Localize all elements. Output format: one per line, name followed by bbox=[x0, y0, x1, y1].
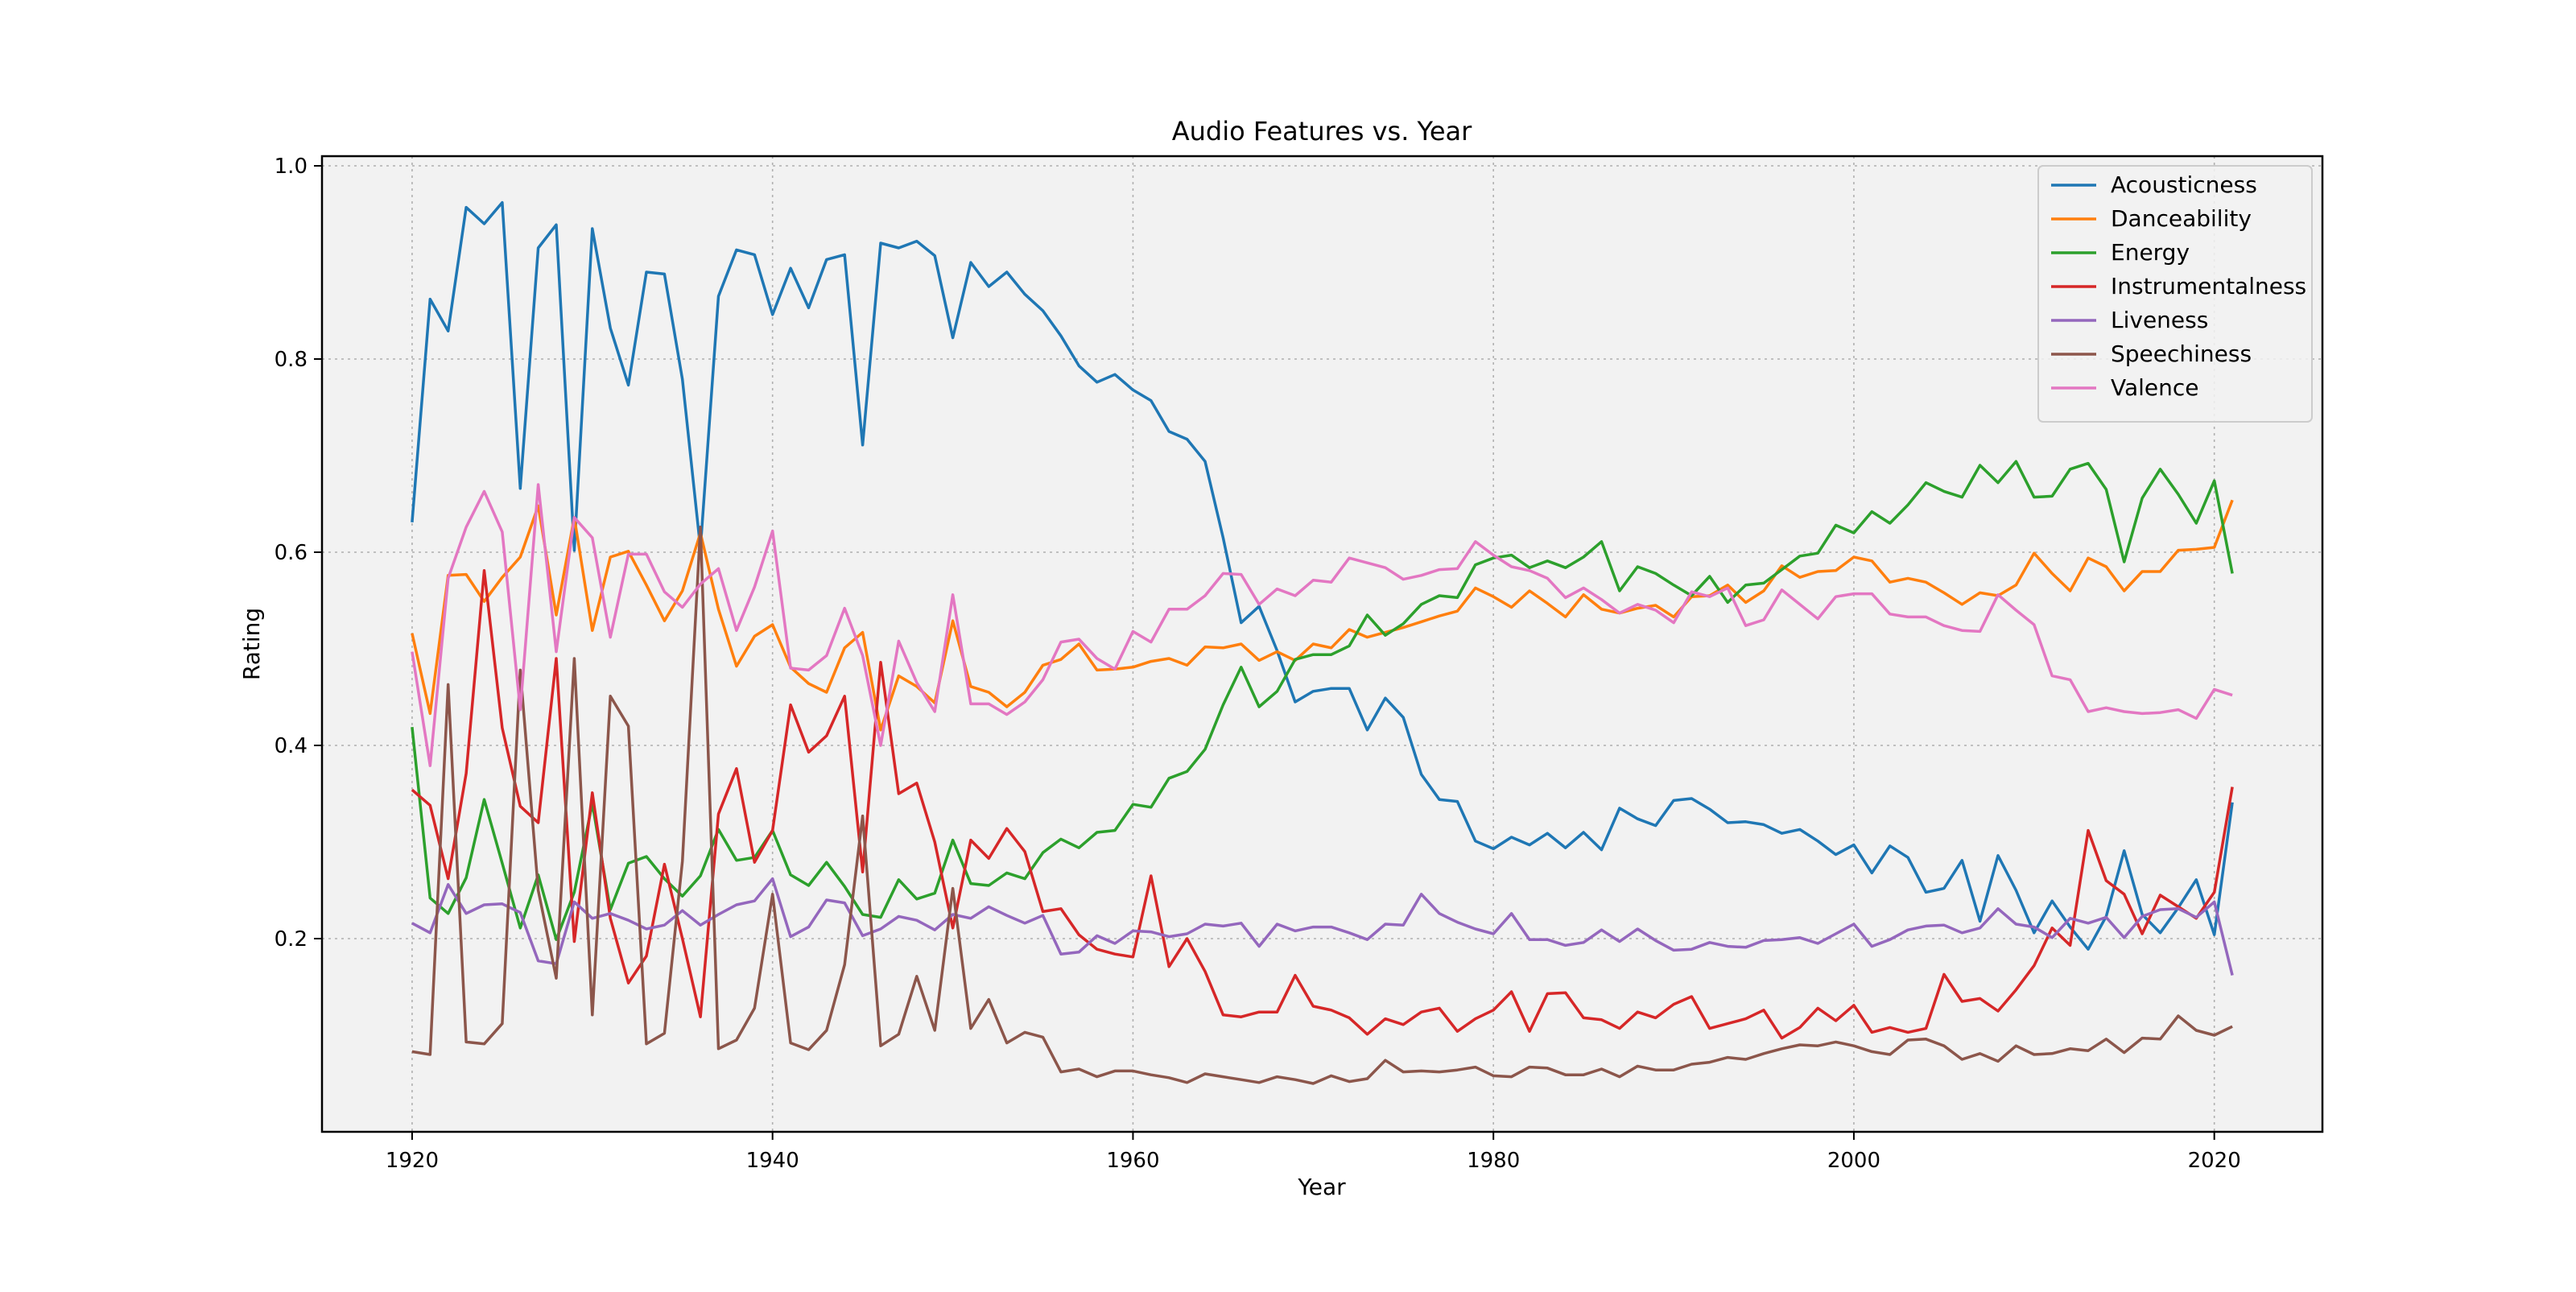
x-tick-label: 1920 bbox=[386, 1149, 439, 1173]
y-tick-label: 0.2 bbox=[275, 927, 308, 951]
series-lines bbox=[411, 200, 2234, 1085]
legend-label: Danceability bbox=[2111, 205, 2252, 232]
plot-area bbox=[322, 156, 2322, 1132]
plot-frame bbox=[320, 155, 2324, 1133]
y-axis-label: Rating bbox=[238, 608, 265, 680]
grid-lines bbox=[322, 156, 2322, 1132]
x-tick-label: 2000 bbox=[1827, 1149, 1880, 1173]
y-tick-label: 0.8 bbox=[275, 348, 308, 372]
legend-label: Speechiness bbox=[2111, 341, 2252, 367]
legend-label: Valence bbox=[2111, 374, 2199, 401]
series-line-liveness bbox=[411, 877, 2234, 976]
x-axis-label: Year bbox=[1297, 1174, 1346, 1200]
series-line-valence bbox=[411, 483, 2233, 767]
x-tick-label: 2020 bbox=[2188, 1149, 2241, 1173]
y-tick-label: 1.0 bbox=[275, 155, 308, 179]
legend-label: Acousticness bbox=[2111, 171, 2257, 198]
y-tick-label: 0.6 bbox=[275, 541, 308, 565]
x-tick-label: 1980 bbox=[1467, 1149, 1520, 1173]
legend-box bbox=[2037, 165, 2313, 423]
x-tick-label: 1960 bbox=[1106, 1149, 1159, 1173]
x-tick-label: 1940 bbox=[746, 1149, 799, 1173]
legend-label: Instrumentalness bbox=[2111, 273, 2306, 299]
series-line-acousticness bbox=[411, 200, 2234, 951]
series-line-danceability bbox=[411, 499, 2234, 732]
y-tick-label: 0.4 bbox=[275, 734, 308, 758]
series-line-speechiness bbox=[411, 526, 2233, 1085]
axis-ticks: 1920 1940 1960 1980 2000 2020 0.2 0.4 0.6 0.8 1.0 bbox=[275, 155, 2241, 1173]
legend-label: Liveness bbox=[2111, 307, 2208, 333]
chart-title: Audio Features vs. Year bbox=[1172, 116, 1472, 147]
legend-label: Energy bbox=[2111, 239, 2190, 266]
series-line-instrumentalness bbox=[411, 569, 2234, 1040]
legend: Acousticness Danceability Energy Instrument… bbox=[2037, 165, 2313, 423]
